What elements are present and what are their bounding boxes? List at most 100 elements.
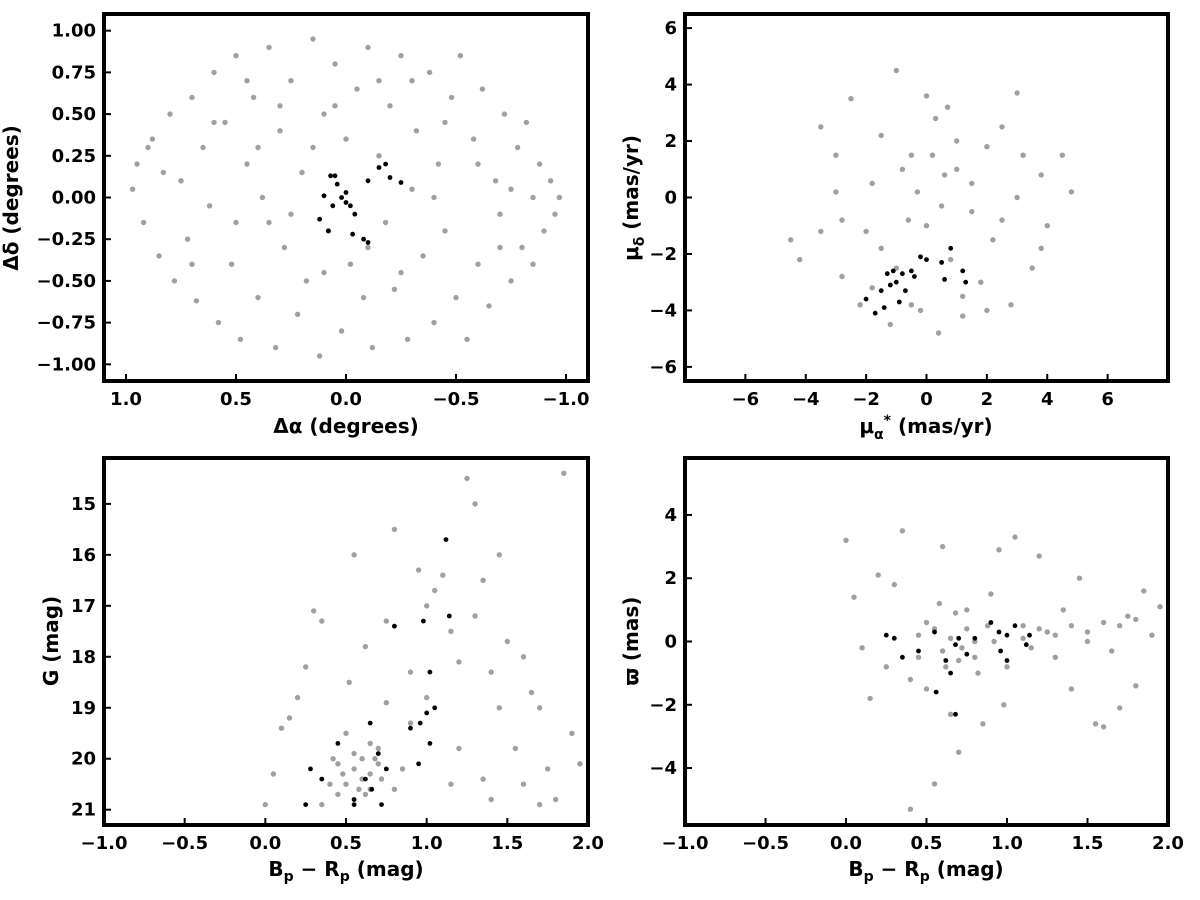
data-point [883,664,889,670]
x-tick-label: 1.0 [411,833,443,854]
data-point [376,153,382,159]
data-point [872,310,878,316]
data-point [387,175,393,180]
data-point [316,353,323,359]
x-tick-label: −1.0 [81,833,128,854]
data-point [520,654,527,660]
data-point [999,217,1005,223]
data-point [514,144,521,151]
x-tick-label: 4 [1041,389,1054,410]
data-point [222,119,228,126]
data-point [488,669,494,675]
data-point [931,781,938,787]
data-point [1020,635,1026,641]
data-point [960,293,966,299]
data-point [479,86,486,92]
data-point [985,623,991,629]
data-point [881,305,887,310]
data-point [552,211,558,217]
data-point [938,203,945,209]
data-point [890,268,896,274]
data-point [376,165,382,170]
data-point [953,711,958,717]
data-point [1038,172,1044,178]
y-tick-label: 18 [71,647,96,668]
data-point [843,537,849,543]
data-point [365,178,371,184]
data-point [541,228,547,234]
data-point [237,336,244,342]
data-point [891,581,897,588]
data-point [365,44,371,51]
data-point [211,69,217,76]
data-point [939,260,944,265]
data-point [372,756,378,762]
data-point [379,802,384,807]
x-axis-label-cmd: Bp − Rp (mag) [268,857,423,885]
data-point [924,257,929,262]
data-point [326,228,331,234]
data-point [244,161,250,167]
data-point [347,261,354,267]
data-point [496,552,502,558]
data-point [1060,607,1067,613]
data-point [1036,626,1042,632]
data-point [348,203,353,209]
data-point [988,591,994,597]
data-point [1004,632,1010,638]
data-point [878,288,884,294]
data-point [424,710,430,716]
data-point [939,543,946,550]
data-point [960,313,966,319]
y-tick-label: −0.75 [37,313,97,334]
data-point [311,608,317,614]
data-point [893,67,899,74]
data-point [1044,223,1051,229]
panel-pm: −6 −4 −2 0 2 4 6 −6 −4 −2 0 2 4 6 μα* (mas/yr) μδ (ma… [619,12,1170,443]
data-point [332,103,338,109]
data-point [956,749,962,755]
data-point [536,161,543,167]
data-point [923,93,930,99]
data-point [346,679,352,685]
data-point [266,44,272,51]
data-point [1149,632,1155,638]
plot-area-sky: 1.0 0.5 0.0 −0.5 −1.0 1.00 0.75 0.50 0.25 0.00 −0.… [37,12,590,410]
y-tick-label: 16 [71,545,96,566]
data-point [947,635,954,641]
data-point [1004,658,1010,663]
data-point [383,618,389,624]
data-point [343,730,349,736]
data-point [277,128,283,134]
data-point [1020,152,1026,158]
data-point [359,756,365,762]
data-point [369,344,376,351]
data-point [288,78,294,84]
data-point [367,720,373,726]
data-point [335,791,341,798]
data-point [569,730,575,736]
data-point [294,694,301,701]
x-tick-label: 1.5 [491,833,523,854]
plot-area-cmd: −1.0 −0.5 0.0 0.5 1.0 1.5 2.0 21 20 19 18 17 16 15 [71,456,604,854]
panel-parallax: −1.0 −0.5 0.0 0.5 1.0 1.5 2.0 4 2 0 −2 −4 Bp − Rp (… [619,456,1184,885]
data-point [189,94,195,101]
data-point [818,228,824,235]
data-point [375,745,381,752]
data-point [917,307,924,314]
data-point [328,173,333,179]
data-point [228,261,235,267]
x-tick-label: −2 [852,389,880,410]
data-point [426,69,433,76]
data-point [308,766,313,772]
data-point [354,86,360,92]
data-point [996,629,1002,635]
x-tick-label: 0.5 [911,833,943,854]
data-point [497,211,503,217]
data-point [424,694,430,701]
data-point [1117,623,1123,629]
data-point [1076,575,1083,581]
x-tick-label: 0.5 [330,833,362,854]
data-point [923,686,930,692]
data-point [129,186,136,192]
